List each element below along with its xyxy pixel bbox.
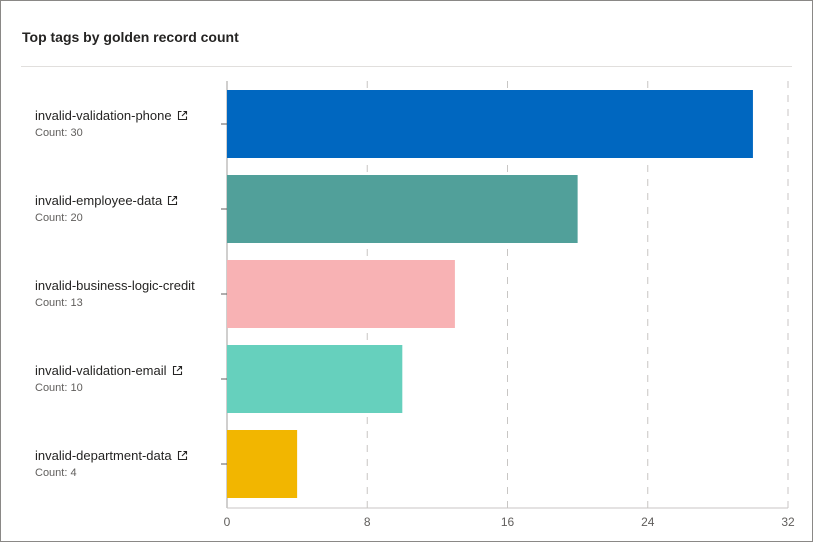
tag-link[interactable]: invalid-business-logic-credit bbox=[35, 276, 199, 294]
tag-name[interactable]: invalid-business-logic-credit bbox=[35, 277, 195, 293]
x-tick-label-16: 16 bbox=[501, 515, 515, 529]
tag-count: Count: 4 bbox=[35, 467, 77, 479]
external-link-icon[interactable] bbox=[172, 365, 183, 376]
external-link-icon[interactable] bbox=[177, 110, 188, 121]
tag-link[interactable]: invalid-employee-data bbox=[35, 191, 199, 209]
tag-count: Count: 10 bbox=[35, 382, 83, 394]
tag-name[interactable]: invalid-validation-email bbox=[35, 362, 167, 378]
category-label-4: invalid-validation-email Count: 10 bbox=[35, 361, 199, 394]
category-label-2: invalid-employee-data Count: 20 bbox=[35, 191, 199, 224]
x-tick-label-32: 32 bbox=[781, 515, 795, 529]
bar-2 bbox=[227, 175, 578, 243]
bar-5 bbox=[227, 430, 298, 498]
category-label-3: invalid-business-logic-credit Count: 13 bbox=[35, 276, 199, 310]
tag-name[interactable]: invalid-department-data bbox=[35, 447, 172, 463]
card-title: Top tags by golden record count bbox=[22, 29, 239, 45]
tag-link[interactable]: invalid-validation-email bbox=[35, 361, 199, 379]
tag-count: Count: 20 bbox=[35, 212, 83, 224]
external-link-icon[interactable] bbox=[177, 450, 188, 461]
bar-4 bbox=[227, 345, 403, 413]
x-tick-label-0: 0 bbox=[224, 515, 231, 529]
x-tick-label-8: 8 bbox=[364, 515, 371, 529]
tag-link[interactable]: invalid-department-data bbox=[35, 446, 199, 464]
x-tick-label-24: 24 bbox=[641, 515, 655, 529]
bar-1 bbox=[227, 90, 753, 158]
external-link-icon[interactable] bbox=[167, 195, 178, 206]
tag-name[interactable]: invalid-validation-phone bbox=[35, 107, 172, 123]
tag-name[interactable]: invalid-employee-data bbox=[35, 192, 163, 208]
tag-count: Count: 13 bbox=[35, 297, 83, 309]
category-label-5: invalid-department-data Count: 4 bbox=[35, 446, 199, 479]
tag-count: Count: 30 bbox=[35, 127, 83, 139]
title-divider bbox=[21, 66, 792, 67]
tag-link[interactable]: invalid-validation-phone bbox=[35, 106, 199, 124]
bar-3 bbox=[227, 260, 455, 328]
category-label-1: invalid-validation-phone Count: 30 bbox=[35, 106, 199, 139]
